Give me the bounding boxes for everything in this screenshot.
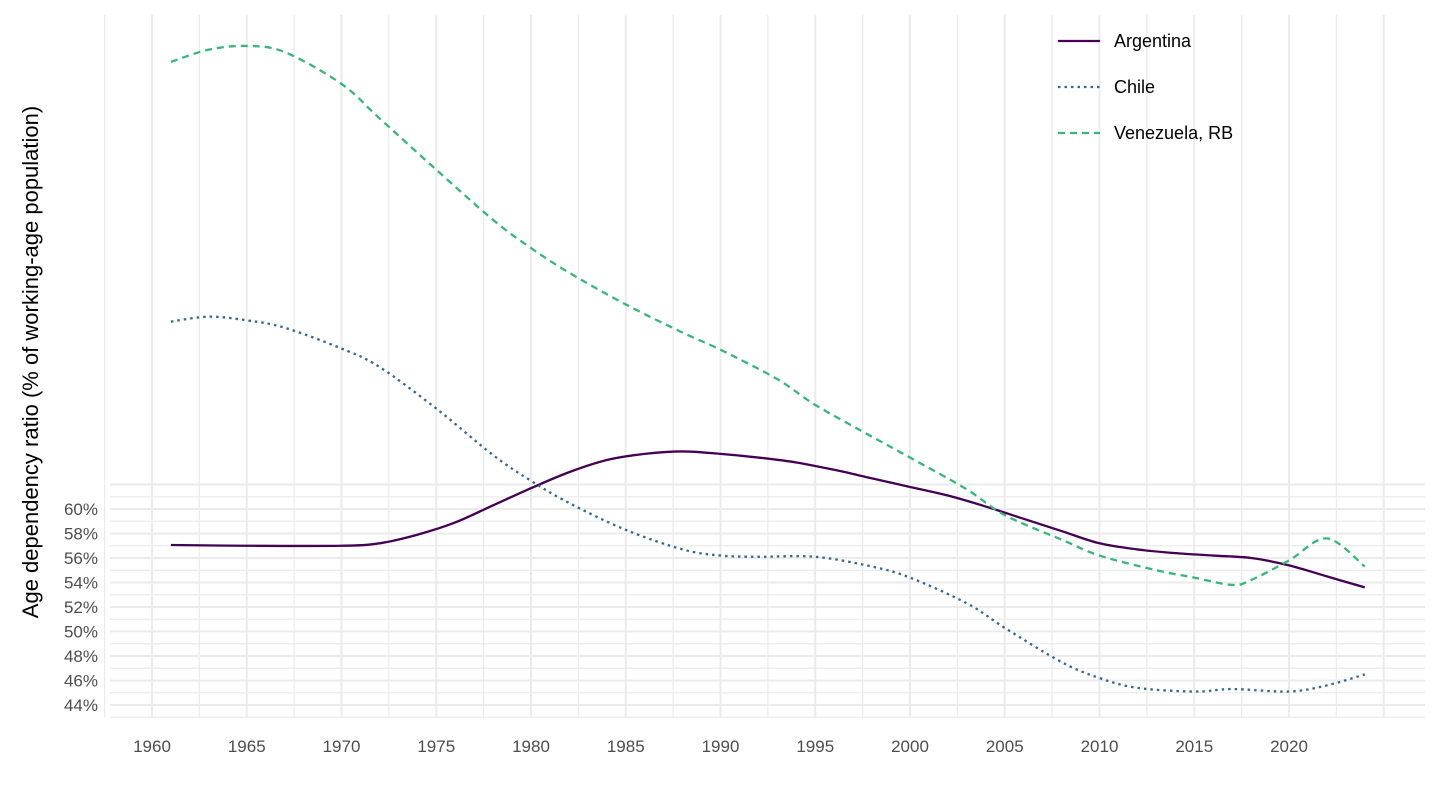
x-tick-label: 2015 — [1175, 737, 1213, 756]
x-axis-ticks: 1960 1965 1970 1975 1980 1985 1990 1995 2000 2005… — [133, 737, 1308, 756]
y-tick-label: 52% — [64, 598, 98, 617]
x-tick-label: 2000 — [891, 737, 929, 756]
x-tick-label: 1980 — [512, 737, 550, 756]
legend-label: Argentina — [1114, 31, 1192, 51]
legend-label: Venezuela, RB — [1114, 123, 1233, 143]
grid — [104, 15, 1425, 718]
y-axis-title: Age dependency ratio (% of working-age p… — [18, 106, 43, 618]
series-line-venezuela-rb — [170, 44, 1366, 587]
series-lines — [170, 44, 1366, 693]
x-tick-label: 1995 — [796, 737, 834, 756]
y-tick-label: 60% — [64, 500, 98, 519]
y-tick-label: 56% — [64, 549, 98, 568]
x-tick-label: 1985 — [607, 737, 645, 756]
x-tick-label: 2020 — [1270, 737, 1308, 756]
series-line-argentina — [170, 450, 1366, 589]
legend-label: Chile — [1114, 77, 1155, 97]
y-tick-label: 54% — [64, 574, 98, 593]
x-tick-label: 1965 — [228, 737, 266, 756]
x-tick-label: 1975 — [417, 737, 455, 756]
y-tick-label: 58% — [64, 525, 98, 544]
x-tick-label: 1970 — [323, 737, 361, 756]
series-line-chile — [170, 315, 1366, 693]
y-tick-label: 48% — [64, 647, 98, 666]
y-tick-label: 46% — [64, 672, 98, 691]
y-tick-label: 50% — [64, 623, 98, 642]
x-tick-label: 2010 — [1081, 737, 1119, 756]
y-tick-label: 44% — [64, 696, 98, 715]
y-axis-ticks: 44% 46% 48% 50% 52% 54% 56% 58% 60% — [64, 500, 98, 715]
legend: Argentina Chile Venezuela, RB — [1058, 31, 1233, 143]
x-tick-label: 1960 — [133, 737, 171, 756]
x-tick-label: 2005 — [986, 737, 1024, 756]
x-tick-label: 1990 — [702, 737, 740, 756]
